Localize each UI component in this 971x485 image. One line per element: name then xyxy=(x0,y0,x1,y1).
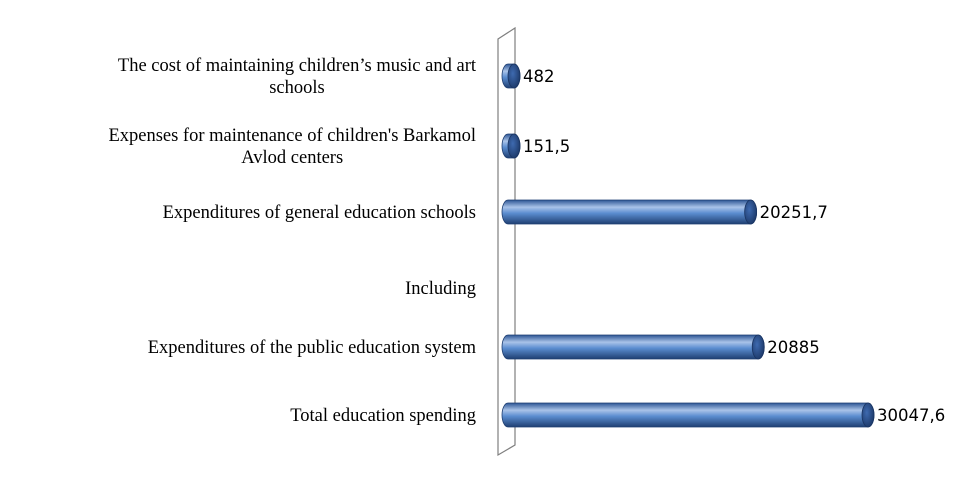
bar-cap-row-5 xyxy=(751,334,765,360)
category-labels: The cost of maintaining children’s music… xyxy=(108,56,476,426)
bar-cap-row-1 xyxy=(507,63,521,89)
axis-wall-panel xyxy=(497,26,516,457)
category-label-row-5: Expenditures of the public education sys… xyxy=(148,338,477,358)
value-labels: 482 151,5 20251,7 20885 30047,6 xyxy=(523,67,945,425)
bar-row-5 xyxy=(501,334,765,360)
value-label-row-5: 20885 xyxy=(767,338,820,357)
value-label-row-6: 30047,6 xyxy=(877,406,945,425)
category-label-row-4: Including xyxy=(405,279,476,299)
category-label-row-3: Expenditures of general education school… xyxy=(163,203,476,223)
bar-row-6 xyxy=(501,402,875,428)
chart-back-wall xyxy=(497,26,516,457)
bar-body-row-3 xyxy=(501,199,758,225)
category-label-row-1: The cost of maintaining children’s music… xyxy=(118,56,477,98)
bar-body-row-5 xyxy=(501,334,765,360)
category-label-row-6: Total education spending xyxy=(290,406,476,426)
bar-cap-row-6 xyxy=(861,402,875,428)
bar-cap-row-2 xyxy=(507,133,521,159)
bar-row-1 xyxy=(501,63,521,89)
value-label-row-2: 151,5 xyxy=(523,137,570,156)
bar-row-3 xyxy=(501,199,758,225)
bar-row-2 xyxy=(501,133,521,159)
bar-series xyxy=(501,63,875,428)
value-label-row-3: 20251,7 xyxy=(760,203,828,222)
bar-cap-row-3 xyxy=(744,199,758,225)
bar-body-row-6 xyxy=(501,402,875,428)
value-label-row-1: 482 xyxy=(523,67,555,86)
category-label-row-2: Expenses for maintenance of children's B… xyxy=(108,126,476,168)
